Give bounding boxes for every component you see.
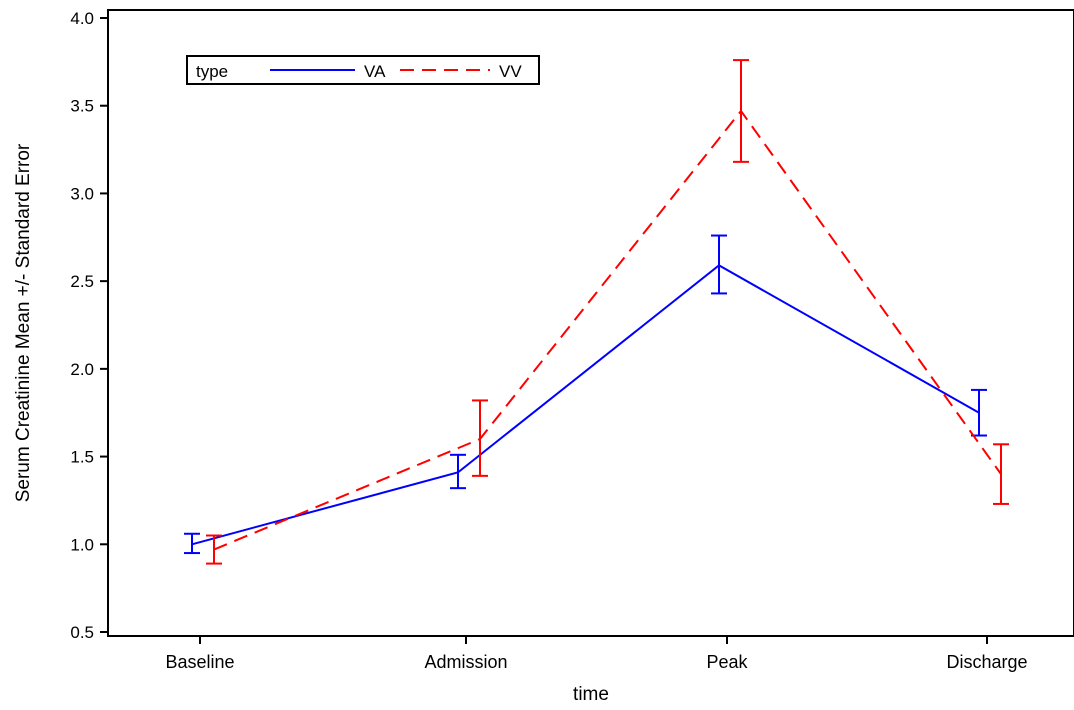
series-line-va	[191, 264, 980, 546]
error-bar	[184, 532, 200, 555]
error-bar	[733, 59, 749, 163]
y-tick-label: 1.5	[70, 448, 94, 467]
y-tick-label: 1.0	[70, 535, 94, 554]
y-tick-label: 0.5	[70, 623, 94, 642]
x-tick-label: Admission	[424, 652, 507, 672]
series-line-vv	[213, 109, 1002, 551]
y-tick-label: 3.0	[70, 184, 94, 203]
y-axis: 0.5 1.0 1.5 2.0 2.5 3.0 3.5 4.0	[70, 9, 108, 642]
y-axis-title: Serum Creatinine Mean +/- Standard Error	[13, 143, 34, 502]
x-tick-label: Discharge	[946, 652, 1027, 672]
error-bar	[993, 443, 1009, 505]
legend-label-vv: VV	[499, 62, 522, 81]
legend-label-va: VA	[364, 62, 386, 81]
y-tick-label: 4.0	[70, 9, 94, 28]
series-va	[184, 234, 987, 555]
series-vv	[206, 59, 1009, 565]
x-tick-label: Baseline	[165, 652, 234, 672]
error-bar	[711, 234, 727, 295]
y-tick-label: 2.0	[70, 360, 94, 379]
error-bar	[971, 388, 987, 437]
error-bar	[206, 534, 222, 565]
plot-frame	[107, 9, 1074, 637]
error-bar	[450, 453, 466, 490]
y-tick-label: 3.5	[70, 97, 94, 116]
x-tick-label: Peak	[706, 652, 748, 672]
y-tick-label: 2.5	[70, 272, 94, 291]
x-axis: Baseline Admission Peak Discharge	[165, 636, 1028, 672]
legend-box	[186, 55, 540, 85]
series-layer	[184, 59, 1009, 565]
legend: type VA VV	[186, 55, 540, 85]
error-bar	[472, 399, 488, 477]
x-axis-title: time	[573, 684, 609, 705]
legend-title: type	[196, 62, 228, 81]
